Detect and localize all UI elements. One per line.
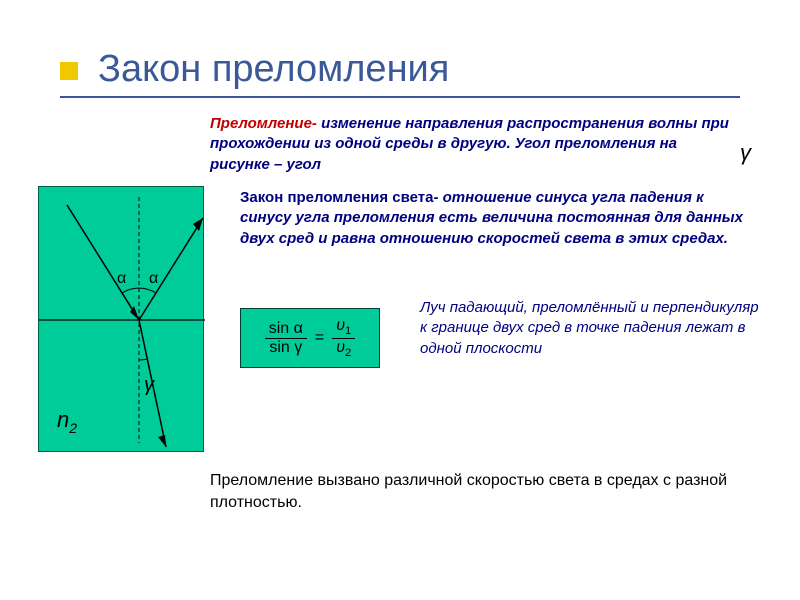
formula: sin α sin γ = υ1 υ2	[265, 317, 356, 359]
law-text: Закон преломления света- отношение синус…	[240, 188, 750, 249]
sin-gamma: sin γ	[265, 339, 306, 357]
formula-box: sin α sin γ = υ1 υ2	[240, 308, 380, 368]
v2: υ2	[332, 339, 355, 360]
page-title: Закон преломления	[98, 48, 449, 91]
alpha-right: α	[149, 270, 158, 287]
diagram-svg: α α γ n2	[39, 187, 205, 453]
alpha-left: α	[117, 270, 126, 287]
frac-left: sin α sin γ	[265, 320, 307, 356]
title-bullet	[60, 62, 78, 80]
gamma-label: γ	[144, 374, 155, 396]
definition-text: Преломление- изменение направления распр…	[210, 114, 740, 175]
v1: υ1	[332, 317, 355, 339]
sin-alpha: sin α	[265, 320, 307, 339]
bottom-text: Преломление вызвано различной скоростью …	[210, 470, 770, 513]
ray-plane-text: Луч падающий, преломлённый и перпендикул…	[420, 298, 760, 359]
definition-term: Преломление-	[210, 115, 317, 132]
gamma-symbol: γ	[740, 140, 751, 166]
refraction-diagram: α α γ n2	[38, 186, 204, 452]
law-term: Закон преломления света	[240, 189, 433, 206]
equals: =	[315, 329, 324, 347]
title-underline	[60, 96, 740, 98]
n2-label: n2	[57, 407, 77, 436]
frac-right: υ1 υ2	[332, 317, 355, 359]
